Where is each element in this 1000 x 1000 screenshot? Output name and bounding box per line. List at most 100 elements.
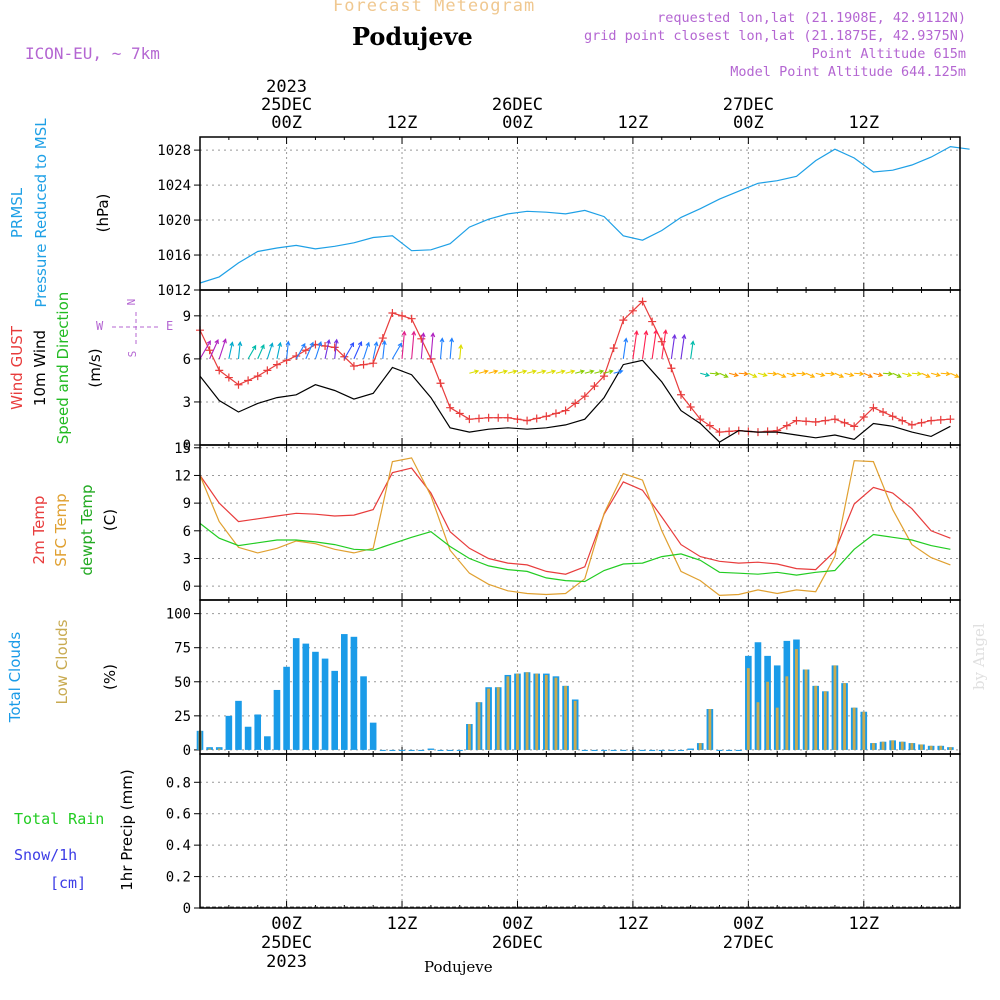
wind-direction-arrow xyxy=(517,369,528,375)
ytick-label: 9 xyxy=(183,309,191,325)
wind-direction-arrow xyxy=(661,329,668,359)
low-cloud-bar xyxy=(766,681,769,750)
gust-marker xyxy=(590,382,599,391)
label-pressure-unit: (hPa) xyxy=(94,194,112,233)
wind-direction-arrow xyxy=(401,330,407,359)
total-cloud-bar xyxy=(754,642,762,750)
gust-marker xyxy=(946,415,955,424)
gust-marker xyxy=(869,403,878,412)
ytick-label: 100 xyxy=(166,607,191,623)
gust-marker xyxy=(609,344,618,353)
total-cloud-bar xyxy=(273,689,281,750)
top-time-label: 12Z xyxy=(387,113,418,133)
wind-direction-arrow xyxy=(805,372,816,378)
gust-marker xyxy=(600,372,609,381)
label-precip-unit: 1hr Precip (mm) xyxy=(118,769,136,890)
total-cloud-bar xyxy=(302,643,310,750)
bottom-time-label: 12Z xyxy=(387,914,418,934)
gust-marker xyxy=(705,421,714,430)
ytick-label: 12 xyxy=(174,468,191,484)
wind-direction-arrow xyxy=(815,372,826,378)
wind-direction-arrow xyxy=(285,340,291,359)
wind-direction-arrow xyxy=(930,372,941,378)
compass-e: E xyxy=(166,319,173,333)
total-cloud-bar xyxy=(312,651,319,750)
wind-direction-arrow xyxy=(709,371,720,377)
wind-direction-arrow xyxy=(728,372,739,378)
gust-marker xyxy=(907,420,916,429)
wind-direction-arrow xyxy=(719,372,729,378)
gust-marker xyxy=(503,413,512,422)
wind-direction-arrow xyxy=(546,369,557,375)
wind-direction-arrow xyxy=(430,332,436,359)
low-cloud-bar xyxy=(535,673,539,750)
gust-marker xyxy=(888,412,897,421)
ytick-label: 0.2 xyxy=(166,870,191,886)
total-cloud-bar xyxy=(292,638,300,750)
gust-marker xyxy=(407,314,416,323)
label-sfc-temp: SFC Temp xyxy=(52,493,70,566)
wind-direction-arrow xyxy=(305,341,314,360)
panel-precip: 0 0.2 0.4 0.6 0.8 xyxy=(166,753,961,917)
ytick-label: 25 xyxy=(174,709,191,725)
wind-direction-arrow xyxy=(295,342,306,360)
bottom-time-label: 00Z xyxy=(502,914,533,934)
bottom-time-label: 00Z xyxy=(733,914,764,934)
total-cloud-bar xyxy=(369,722,377,750)
gust-marker xyxy=(763,427,772,436)
compass-w: W xyxy=(96,319,104,333)
legend-snow-unit: [cm] xyxy=(50,874,86,892)
gust-marker xyxy=(224,373,233,382)
wind-direction-arrow xyxy=(411,330,417,359)
gust-marker xyxy=(715,428,724,437)
wind-direction-arrow xyxy=(488,369,499,375)
gust-marker xyxy=(802,417,811,426)
wind-direction-arrow xyxy=(786,372,797,378)
label-prmsl-desc: Pressure Reduced to MSL xyxy=(32,118,50,308)
bottom-day-label: 27DEC xyxy=(723,933,774,953)
wind-direction-arrow xyxy=(834,372,845,378)
gust-marker xyxy=(830,415,839,424)
low-cloud-bar xyxy=(467,724,471,750)
low-cloud-bar xyxy=(756,702,760,750)
wind-direction-arrow xyxy=(748,372,758,378)
low-cloud-bar xyxy=(487,688,491,750)
wind-direction-arrow xyxy=(363,341,371,360)
gust-marker xyxy=(821,416,830,425)
ytick-label: 0 xyxy=(183,579,191,595)
low-cloud-bar xyxy=(804,669,808,750)
ytick-label: 1020 xyxy=(157,213,191,229)
low-cloud-bar xyxy=(891,740,895,750)
top-day-label: 27DEC xyxy=(723,95,774,115)
location-title: Podujeve xyxy=(352,22,473,51)
legend-snow: Snow/1h xyxy=(14,846,77,864)
gust-marker xyxy=(272,360,281,369)
low-cloud-bar xyxy=(544,674,548,750)
ytick-label: 0.8 xyxy=(166,775,191,791)
total-cloud-bar xyxy=(254,714,262,750)
wind-direction-arrow xyxy=(526,369,537,375)
low-cloud-bar xyxy=(814,685,818,750)
gust-marker xyxy=(465,415,474,424)
low-cloud-bar xyxy=(920,744,923,750)
gust-marker xyxy=(580,392,589,401)
low-cloud-bar xyxy=(910,743,914,750)
low-cloud-bar xyxy=(477,702,481,750)
wind-direction-arrow xyxy=(469,369,480,375)
wind-direction-arrow xyxy=(381,339,387,359)
wind-direction-arrow xyxy=(622,337,629,359)
wind-direction-arrow xyxy=(449,337,455,359)
wind-direction-arrow xyxy=(892,372,902,378)
wind-direction-arrow xyxy=(420,332,426,359)
gust-marker xyxy=(244,376,253,385)
gust-marker xyxy=(455,409,464,418)
wind-direction-arrow xyxy=(247,344,257,360)
bottom-day-label: 26DEC xyxy=(492,933,543,953)
wind-direction-arrow xyxy=(209,339,219,360)
top-year-label: 2023 xyxy=(266,77,307,97)
gust-marker xyxy=(628,306,637,315)
wind-direction-arrow xyxy=(690,340,696,359)
ytick-label: 9 xyxy=(183,496,191,512)
low-cloud-bar xyxy=(881,741,885,750)
wind-direction-arrow xyxy=(911,371,923,377)
